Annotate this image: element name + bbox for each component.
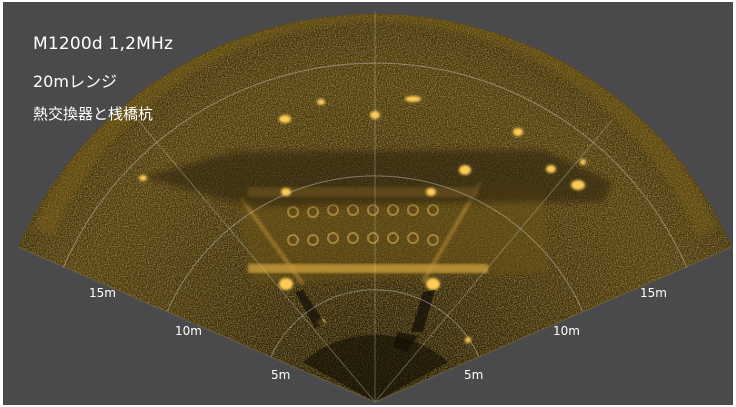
range-ring-10m [166,175,584,313]
subject-caption: 熱交換器と桟橋杭 [33,105,154,123]
sonar-model-caption: M1200d 1,2MHz [33,34,174,54]
range-rings [62,62,688,358]
range-label-15m-right: 15m [640,286,667,300]
sonar-image-frame: M1200d 1,2MHz 20mレンジ 熱交換器と桟橋杭 5m 5m 10m … [3,2,733,405]
range-label-15m-left: 15m [89,286,116,300]
pier-pile-echoes [139,96,586,343]
range-caption: 20mレンジ [33,72,117,91]
range-label-5m-left: 5m [271,368,291,382]
sonar-fan-image [17,12,733,403]
range-ring-5m [270,289,480,358]
range-ring-15m [62,62,688,269]
range-label-5m-right: 5m [464,368,484,382]
range-label-10m-left: 10m [175,324,202,338]
range-label-10m-right: 10m [553,324,580,338]
